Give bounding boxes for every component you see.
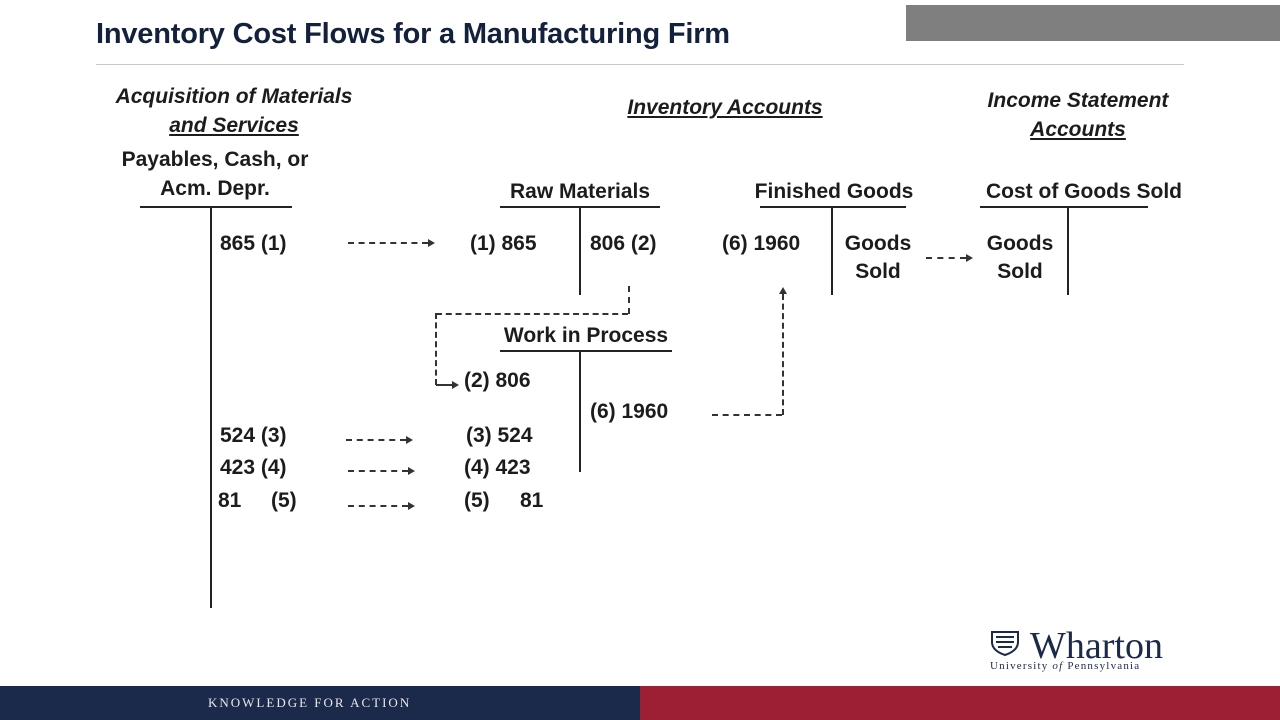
header-inventory-label: Inventory Accounts (627, 96, 823, 119)
flow-arrow-2-down-left (435, 313, 437, 385)
title-divider (96, 64, 1184, 65)
flow-arrowhead-5 (408, 502, 415, 510)
flow-arrow-2-across (436, 313, 628, 315)
wharton-logo-subtitle: University of Pennsylvania (990, 660, 1140, 672)
slide-title: Inventory Cost Flows for a Manufacturing… (96, 18, 730, 50)
cogs-debit-line1: Goods (986, 232, 1054, 255)
logo-sub-pennsylvania: Pennsylvania (1067, 660, 1141, 672)
flow-arrowhead-1 (428, 239, 435, 247)
flow-arrow-goods-sold (926, 257, 966, 259)
wip-t-stem (579, 350, 581, 472)
payables-entry-3: 524 (3) (220, 424, 287, 447)
wharton-shield-icon (991, 631, 1019, 656)
flow-arrow-6-across (712, 414, 782, 416)
header-income-line1: Income Statement (987, 89, 1169, 112)
wip-debit-2: (2) 806 (464, 369, 531, 392)
account-finished-goods: Finished Goods (754, 180, 914, 203)
flow-arrow-2-in (436, 384, 452, 386)
cogs-t-bar (980, 206, 1148, 208)
top-gray-bar (906, 5, 1280, 41)
raw-materials-debit-1: (1) 865 (470, 232, 537, 255)
finished-goods-credit-line1: Goods (844, 232, 912, 255)
footer-blue-band (0, 686, 640, 720)
cogs-debit-line2: Sold (997, 260, 1043, 283)
header-acquisition-line1: Acquisition of Materials (115, 85, 353, 108)
finished-goods-t-stem (831, 206, 833, 295)
flow-arrow-1 (348, 242, 428, 244)
finished-goods-credit-goods-sold: Goods Sold (840, 230, 916, 286)
flow-arrowhead-goods-sold (966, 254, 973, 262)
flow-arrow-4 (348, 470, 408, 472)
footer-red-band (640, 686, 1280, 720)
account-payables-line2: Acm. Depr. (160, 177, 270, 200)
flow-arrowhead-3 (406, 436, 413, 444)
cogs-debit-goods-sold: Goods Sold (980, 230, 1060, 286)
wip-debit-5-ref: (5) (464, 489, 490, 512)
wip-t-bar (500, 350, 672, 352)
account-wip: Work in Process (503, 324, 669, 347)
account-payables-line1: Payables, Cash, or (121, 148, 309, 171)
header-income-line2: Accounts (1030, 118, 1126, 141)
account-payables: Payables, Cash, or Acm. Depr. (110, 145, 320, 203)
flow-arrowhead-6 (779, 287, 787, 294)
wip-credit-6: (6) 1960 (590, 400, 669, 423)
account-cogs: Cost of Goods Sold (986, 180, 1182, 203)
finished-goods-t-bar (760, 206, 906, 208)
flow-arrow-6-up (782, 294, 784, 415)
cogs-t-stem (1067, 206, 1069, 295)
payables-entry-1: 865 (1) (220, 232, 287, 255)
finished-goods-debit-6: (6) 1960 (722, 232, 801, 255)
footer-tagline: KNOWLEDGE FOR ACTION (208, 695, 412, 710)
header-inventory: Inventory Accounts (600, 93, 850, 122)
payables-t-bar (140, 206, 292, 208)
flow-arrow-5 (348, 505, 408, 507)
payables-entry-5-ref: (5) (271, 489, 297, 512)
account-raw-materials: Raw Materials (509, 180, 651, 203)
wip-debit-4: (4) 423 (464, 456, 531, 479)
payables-entry-4: 423 (4) (220, 456, 287, 479)
header-income: Income Statement Accounts (968, 86, 1188, 144)
flow-arrowhead-4 (408, 467, 415, 475)
payables-t-stem (210, 206, 212, 608)
logo-sub-university: University (990, 660, 1049, 672)
raw-materials-credit-2: 806 (2) (590, 232, 657, 255)
wip-debit-3: (3) 524 (466, 424, 533, 447)
header-acquisition: Acquisition of Materials and Services (96, 82, 372, 140)
flow-arrow-3 (346, 439, 406, 441)
header-acquisition-line2: and Services (169, 114, 299, 137)
flow-arrow-2-down (628, 286, 630, 314)
finished-goods-credit-line2: Sold (855, 260, 901, 283)
logo-sub-of: of (1052, 660, 1064, 672)
flow-arrowhead-2 (452, 381, 459, 389)
wharton-logo: Wharton (1030, 625, 1163, 667)
payables-entry-5-amount: 81 (218, 489, 242, 512)
wip-debit-5-amount: 81 (520, 489, 544, 512)
raw-materials-t-stem (579, 206, 581, 295)
